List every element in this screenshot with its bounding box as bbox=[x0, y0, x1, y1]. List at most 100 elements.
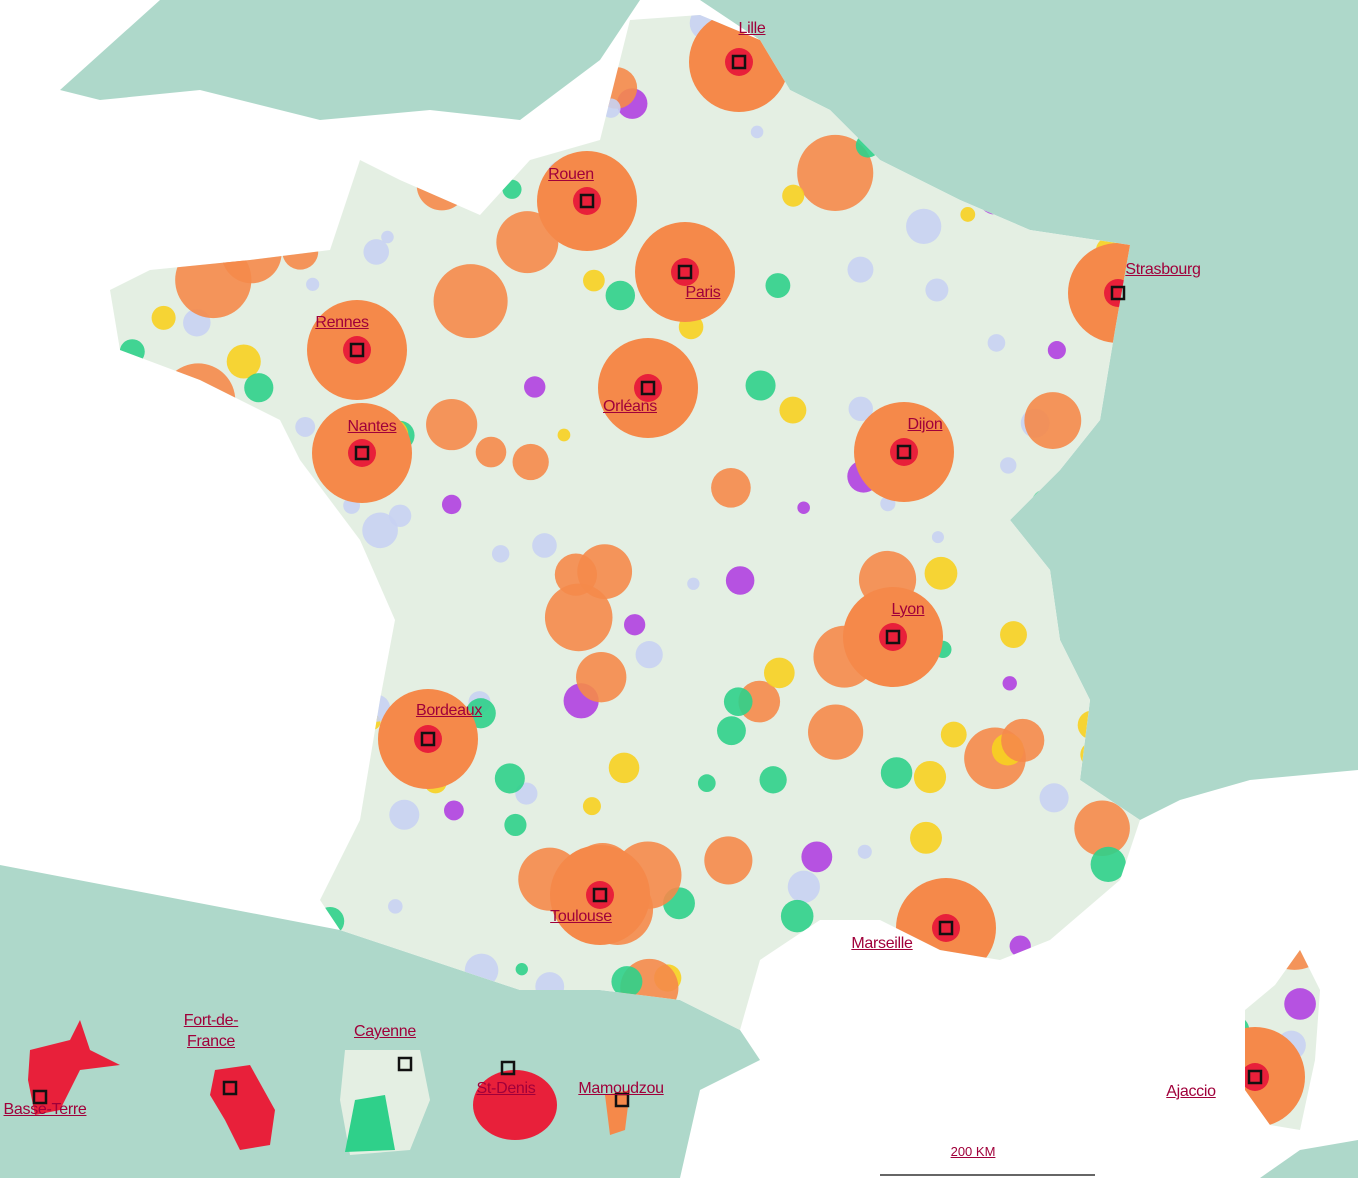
urban-area bbox=[515, 963, 528, 976]
urban-area bbox=[1178, 940, 1215, 977]
city-marker bbox=[640, 380, 656, 396]
urban-area bbox=[725, 566, 755, 595]
urban-area bbox=[238, 461, 252, 476]
city-link[interactable]: Strasbourg bbox=[1125, 261, 1201, 278]
urban-area bbox=[276, 578, 304, 606]
city-link[interactable]: Mamoudzou bbox=[578, 1080, 664, 1097]
urban-area bbox=[765, 273, 791, 298]
urban-area bbox=[811, 1056, 825, 1071]
city-link[interactable]: Marseille bbox=[851, 935, 913, 952]
city-link[interactable]: Orléans bbox=[603, 398, 657, 415]
city-link[interactable]: Rouen bbox=[548, 166, 594, 183]
city-link[interactable]: Rennes bbox=[315, 314, 369, 331]
urban-area bbox=[797, 134, 874, 211]
urban-area bbox=[910, 821, 942, 854]
urban-area bbox=[1047, 341, 1066, 360]
city-link[interactable]: Lille bbox=[738, 20, 766, 37]
urban-area bbox=[219, 809, 249, 839]
urban-area bbox=[1153, 913, 1174, 933]
urban-area bbox=[532, 533, 557, 558]
urban-area bbox=[857, 844, 872, 859]
city-marker bbox=[222, 1080, 238, 1096]
city-link[interactable]: Bordeaux bbox=[415, 702, 483, 719]
urban-area bbox=[1090, 846, 1126, 883]
urban-area bbox=[847, 256, 874, 283]
city-link[interactable]: Lyon bbox=[891, 601, 925, 618]
city-link[interactable]: Fort-de-France bbox=[183, 1012, 239, 1050]
urban-area bbox=[848, 396, 873, 422]
urban-area bbox=[389, 799, 420, 830]
urban-area bbox=[623, 614, 646, 636]
urban-area bbox=[1000, 457, 1017, 474]
city-marker bbox=[397, 1056, 413, 1072]
martinique bbox=[210, 1065, 275, 1150]
urban-area bbox=[711, 467, 751, 508]
urban-area bbox=[202, 475, 238, 510]
urban-area bbox=[362, 512, 398, 549]
urban-area bbox=[1001, 718, 1045, 763]
urban-area bbox=[745, 370, 776, 401]
city-link[interactable]: St-Denis bbox=[476, 1080, 536, 1097]
urban-area bbox=[363, 239, 390, 265]
urban-area bbox=[235, 646, 278, 689]
city-marker bbox=[592, 887, 608, 903]
urban-area bbox=[1255, 891, 1320, 970]
city-marker bbox=[32, 1089, 48, 1105]
urban-area bbox=[1268, 802, 1320, 880]
city-marker bbox=[614, 1092, 630, 1108]
city-link[interactable]: Toulouse bbox=[550, 908, 612, 925]
urban-area bbox=[502, 179, 522, 199]
urban-area bbox=[1210, 889, 1242, 920]
urban-area bbox=[883, 993, 923, 1033]
urban-area bbox=[475, 436, 507, 468]
urban-area bbox=[808, 704, 864, 760]
urban-area bbox=[906, 208, 942, 245]
england bbox=[60, 0, 640, 120]
urban-area bbox=[849, 982, 865, 998]
urban-area bbox=[155, 767, 179, 791]
scale-label: 200 KM bbox=[950, 1144, 996, 1159]
spain bbox=[0, 865, 760, 1178]
urban-area bbox=[244, 373, 274, 403]
urban-core bbox=[348, 439, 376, 467]
urban-area bbox=[1279, 796, 1307, 824]
city-marker bbox=[1110, 285, 1126, 301]
city-link[interactable]: Nantes bbox=[347, 418, 397, 435]
urban-area bbox=[306, 277, 320, 291]
city-marker bbox=[896, 444, 912, 460]
urban-area bbox=[504, 813, 527, 837]
urban-core bbox=[879, 623, 907, 651]
urban-core bbox=[414, 725, 442, 753]
urban-area bbox=[925, 278, 949, 302]
urban-area bbox=[228, 108, 241, 121]
urban-area bbox=[257, 454, 270, 468]
urban-area bbox=[157, 415, 179, 436]
urban-area bbox=[697, 774, 716, 793]
city-link[interactable]: Paris bbox=[685, 284, 721, 301]
urban-area bbox=[155, 537, 177, 559]
city-link[interactable]: Basse-Terre bbox=[3, 1101, 87, 1118]
italy-south bbox=[1260, 1140, 1358, 1178]
urban-area bbox=[175, 241, 252, 319]
urban-area bbox=[779, 396, 807, 424]
urban-area bbox=[946, 1004, 960, 1018]
urban-area bbox=[1009, 935, 1031, 957]
city-marker bbox=[677, 264, 693, 280]
urban-area bbox=[582, 797, 601, 816]
urban-area bbox=[119, 339, 145, 365]
urban-area bbox=[441, 494, 462, 515]
urban-area bbox=[416, 160, 467, 211]
city-marker bbox=[500, 1060, 516, 1076]
city-link[interactable]: Ajaccio bbox=[1166, 1083, 1216, 1100]
urban-area bbox=[687, 577, 700, 590]
urban-area bbox=[381, 230, 394, 244]
city-link[interactable]: Cayenne bbox=[354, 1023, 416, 1040]
urban-area bbox=[118, 852, 145, 880]
urban-area bbox=[1217, 964, 1234, 981]
urban-area bbox=[299, 843, 330, 874]
city-link[interactable]: Dijon bbox=[907, 416, 943, 433]
urban-area bbox=[782, 184, 805, 207]
urban-area bbox=[1284, 988, 1316, 1020]
urban-area bbox=[110, 104, 179, 181]
